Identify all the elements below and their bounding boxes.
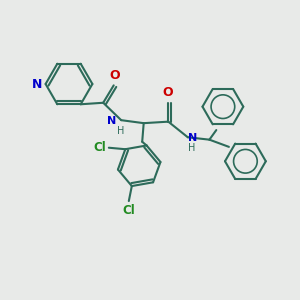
Text: O: O [162,86,173,100]
Text: O: O [109,69,120,82]
Text: N: N [32,77,42,91]
Text: N: N [106,116,116,126]
Text: H: H [117,126,124,136]
Text: H: H [188,143,196,153]
Text: N: N [188,133,198,143]
Text: Cl: Cl [122,204,135,217]
Text: Cl: Cl [94,141,106,154]
